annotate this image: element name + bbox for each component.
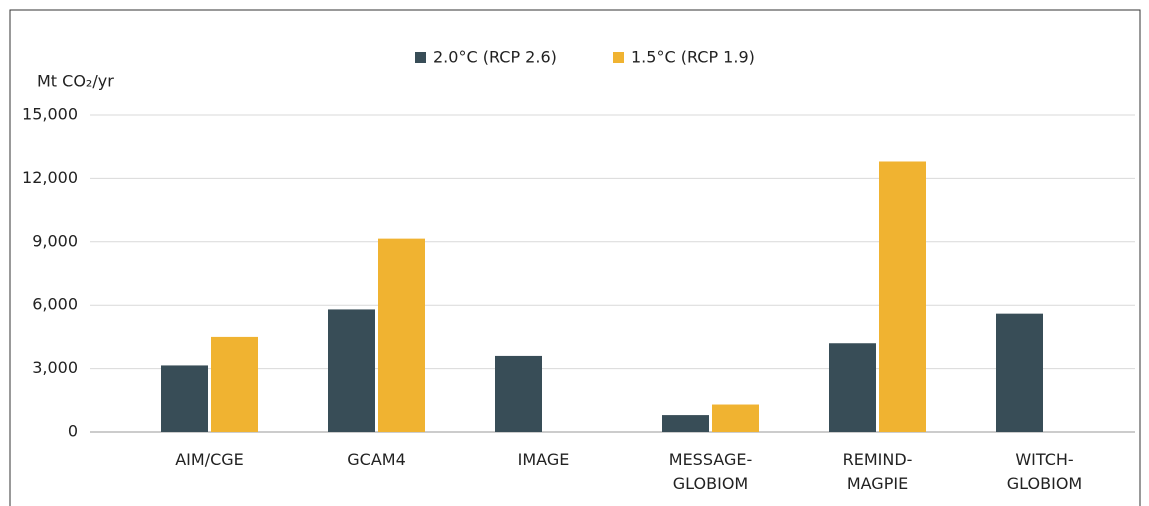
x-tick-label-line: REMIND-	[843, 450, 913, 469]
y-tick-label: 0	[68, 422, 78, 441]
y-tick-label: 9,000	[32, 231, 78, 250]
bar	[879, 161, 926, 432]
legend-swatch	[415, 52, 426, 63]
x-tick-label: REMIND- MAGPIE	[843, 450, 913, 493]
y-tick-label: 3,000	[32, 358, 78, 377]
x-tick-label-line: GCAM4	[347, 450, 406, 469]
bar	[495, 355, 542, 432]
bar	[211, 336, 258, 432]
x-tick-label-line: IMAGE	[518, 450, 570, 469]
legend-label: 1.5°C (RCP 1.9)	[631, 48, 755, 67]
y-tick-label: 12,000	[22, 168, 78, 187]
legend-label: 2.0°C (RCP 2.6)	[433, 48, 557, 67]
bar	[712, 404, 759, 432]
y-tick-label: 6,000	[32, 295, 78, 314]
bar	[328, 309, 375, 432]
bar	[829, 343, 876, 432]
x-tick-label-line: MESSAGE-	[669, 450, 752, 469]
x-tick-label-line: WITCH-	[1015, 450, 1073, 469]
legend-swatch	[613, 52, 624, 63]
x-tick-label: MESSAGE- GLOBIOM	[669, 450, 752, 493]
bar	[378, 238, 425, 432]
x-tick-label: WITCH- GLOBIOM	[1007, 450, 1082, 493]
x-tick-label-line: GLOBIOM	[673, 474, 748, 493]
x-tick-label: AIM/CGE	[175, 450, 244, 469]
frame	[9, 9, 1141, 506]
x-tick-label-line: AIM/CGE	[175, 450, 244, 469]
bar	[662, 415, 709, 432]
y-axis-label: Mt CO₂/yr	[37, 72, 114, 91]
x-tick-label-line: MAGPIE	[847, 474, 908, 493]
x-tick-label: IMAGE	[518, 450, 570, 469]
x-tick-label-line: GLOBIOM	[1007, 474, 1082, 493]
bar	[161, 365, 208, 432]
bar	[996, 313, 1043, 432]
y-tick-label: 15,000	[22, 105, 78, 124]
x-tick-label: GCAM4	[347, 450, 406, 469]
